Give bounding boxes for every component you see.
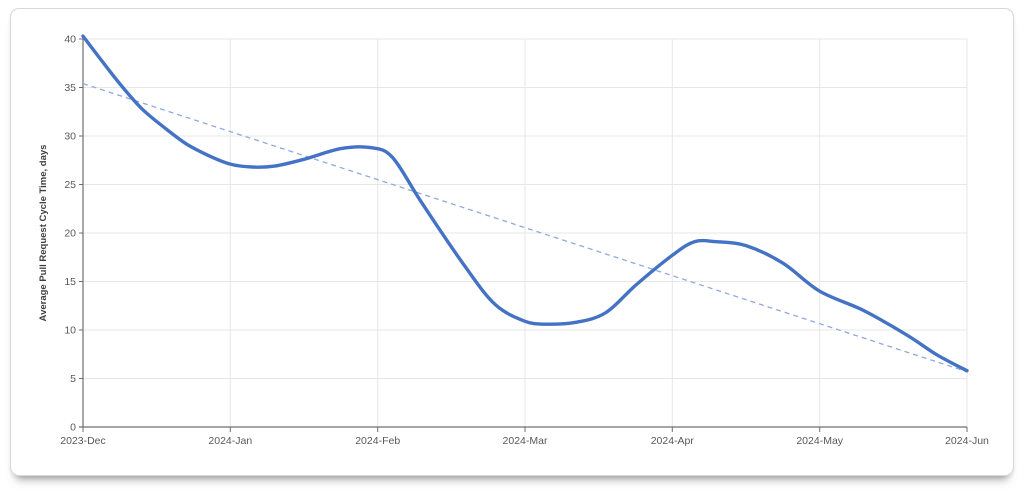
y-tick-label: 5 xyxy=(70,373,76,385)
y-tick-label: 20 xyxy=(64,227,76,239)
x-tick-label: 2023-Dec xyxy=(60,435,106,447)
y-tick-label: 25 xyxy=(64,179,76,191)
pr-cycle-time-chart: 0 5 10 15 20 25 30 35 40 2023-Dec 2024-Jan 2024-Feb… xyxy=(38,33,989,447)
x-tick-label: 2024-Mar xyxy=(503,435,548,447)
y-tick-label: 10 xyxy=(64,324,76,336)
x-tick-label: 2024-Jun xyxy=(945,435,989,447)
x-tick-label: 2024-Jan xyxy=(208,435,252,447)
cycle-time-curve xyxy=(81,34,969,373)
x-tick-label: 2024-May xyxy=(796,435,843,447)
y-tick-label: 15 xyxy=(64,276,76,288)
y-tick-label: 0 xyxy=(70,421,76,433)
y-axis-title: Average Pull Request Cycle Time, days xyxy=(38,145,49,322)
y-tick-label: 40 xyxy=(64,33,76,45)
x-tick-label: 2024-Apr xyxy=(651,435,695,447)
y-tick-label: 35 xyxy=(64,82,76,94)
y-tick-label: 30 xyxy=(64,130,76,142)
chart-card: 0 5 10 15 20 25 30 35 40 2023-Dec 2024-Jan 2024-Feb… xyxy=(10,8,1014,476)
x-tick-label: 2024-Feb xyxy=(355,435,400,447)
trend-line xyxy=(82,82,968,373)
